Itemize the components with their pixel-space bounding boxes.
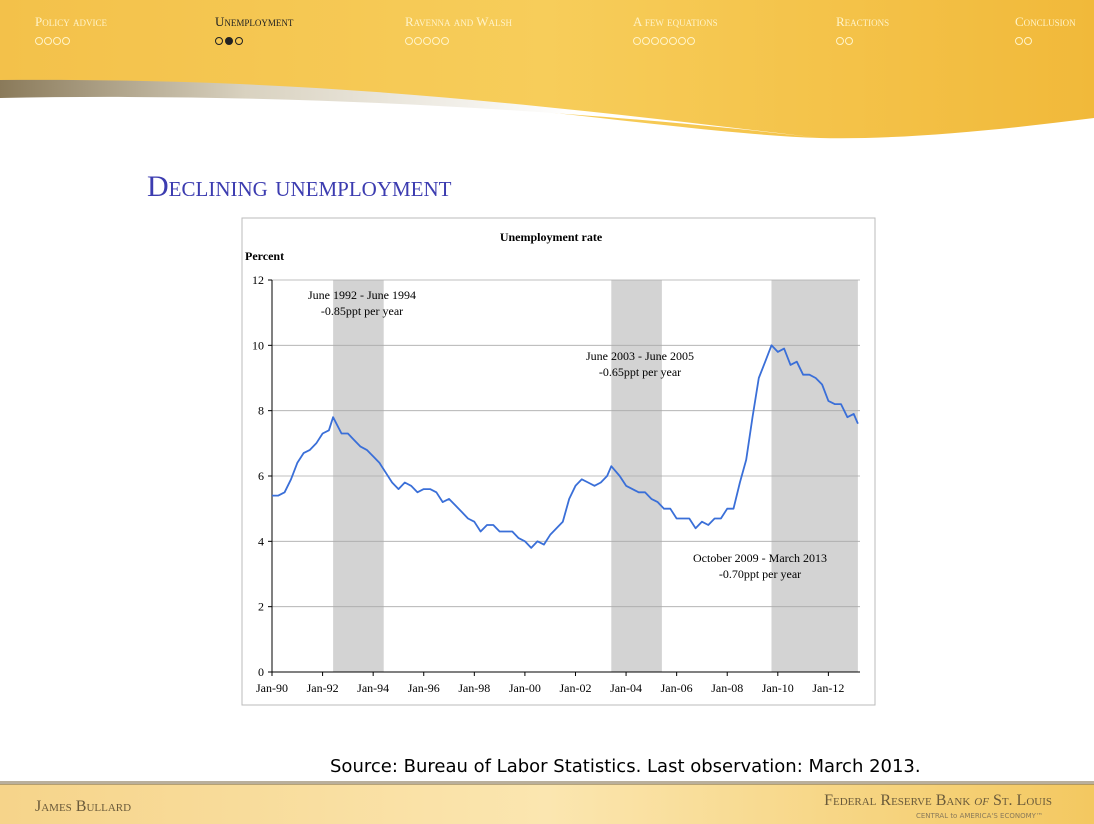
nav-item[interactable]: Policy advice: [35, 14, 107, 29]
y-tick-label: 4: [258, 534, 264, 548]
bank-of: of: [974, 792, 989, 809]
nav-dots: [35, 37, 1032, 45]
x-tick-label: Jan-06: [661, 681, 693, 695]
x-tick-label: Jan-90: [256, 681, 288, 695]
nav-item[interactable]: Ravenna and Walsh: [405, 14, 513, 29]
nav-item[interactable]: Reactions: [836, 14, 889, 29]
x-tick-label: Jan-00: [509, 681, 541, 695]
header-swoosh: [0, 79, 820, 138]
source-note: Source: Bureau of Labor Statistics. Last…: [330, 756, 921, 777]
y-tick-label: 10: [252, 338, 264, 352]
y-tick-label: 8: [258, 404, 264, 418]
annotation: -0.65ppt per year: [599, 365, 681, 379]
annotation: October 2009 - March 2013: [693, 551, 827, 565]
x-tick-label: Jan-12: [812, 681, 844, 695]
nav: Policy advice Unemployment Ravenna and W…: [35, 14, 1076, 45]
footer-author: James Bullard: [35, 798, 131, 815]
x-tick-label: Jan-10: [762, 681, 794, 695]
y-tick-label: 2: [258, 600, 264, 614]
bank-text: St. Louis: [993, 792, 1052, 809]
footer-bank: Federal Reserve Bank of St. Louis: [824, 792, 1052, 809]
annotation: June 2003 - June 2005: [586, 349, 694, 363]
header-band: [0, 0, 1094, 139]
x-tick-label: Jan-98: [458, 681, 490, 695]
y-axis-label: Percent: [245, 249, 284, 263]
footer-rule: [0, 781, 1094, 785]
y-tick-label: 12: [252, 273, 264, 287]
bank-text: Federal Reserve Bank: [824, 792, 970, 809]
slide-title: Declining unemployment: [147, 170, 452, 203]
annotation: -0.70ppt per year: [719, 567, 801, 581]
x-tick-label: Jan-08: [711, 681, 743, 695]
x-tick-label: Jan-94: [357, 681, 389, 695]
chart-title: Unemployment rate: [500, 230, 603, 244]
nav-item[interactable]: A few equations: [633, 14, 718, 29]
data-line: [272, 344, 859, 549]
chart: Unemployment rate Percent 0 2 4 6 8 10 12 Jan-90 J…: [245, 230, 860, 695]
footer-band: [0, 784, 1094, 824]
x-tick-label: Jan-02: [559, 681, 591, 695]
x-tick-label: Jan-04: [610, 681, 642, 695]
y-tick-label: 0: [258, 665, 264, 679]
footer-tagline: CENTRAL to AMERICA'S ECONOMY™: [916, 812, 1043, 820]
x-tick-label: Jan-96: [408, 681, 440, 695]
annotation: -0.85ppt per year: [321, 304, 403, 318]
x-tick-label: Jan-92: [307, 681, 339, 695]
nav-item[interactable]: Unemployment: [215, 14, 294, 29]
y-tick-label: 6: [258, 469, 264, 483]
annotation: June 1992 - June 1994: [308, 288, 416, 302]
nav-item[interactable]: Conclusion: [1015, 14, 1076, 29]
